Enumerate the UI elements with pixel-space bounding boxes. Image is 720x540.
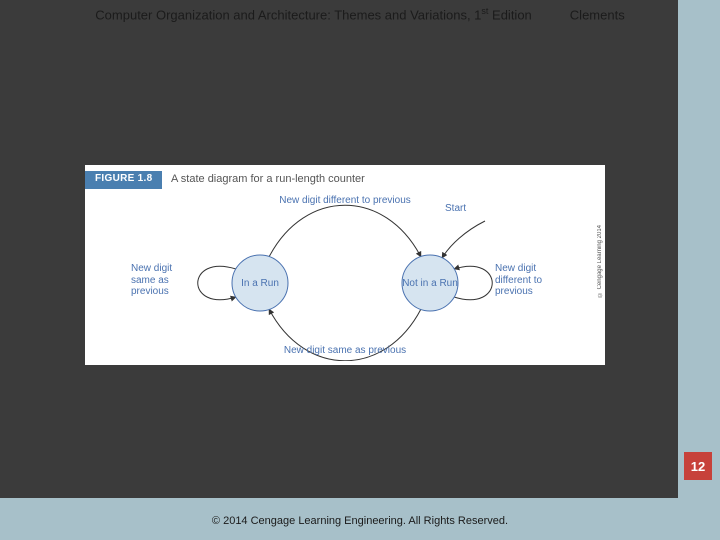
state-not-run-label: Not in a Run — [402, 278, 458, 289]
label-right-loop: New digitdifferent toprevious — [495, 263, 565, 298]
label-top-arc: New digit different to previous — [255, 195, 435, 207]
figure-tab: FIGURE 1.8 — [85, 171, 162, 189]
edge-left-loop — [198, 266, 236, 299]
edge-top-arc — [269, 205, 421, 257]
label-left-loop: New digitsame asprevious — [131, 263, 195, 298]
state-in-run-label: In a Run — [241, 278, 279, 289]
state-diagram: In a Run Not in a Run Start New digit di… — [85, 193, 605, 361]
slide: Computer Organization and Architecture: … — [0, 0, 720, 540]
figure-caption: A state diagram for a run-length counter — [171, 173, 365, 185]
page-number-badge: 12 — [684, 452, 712, 480]
figure-panel: FIGURE 1.8 A state diagram for a run-len… — [85, 165, 605, 365]
header-title-after: Edition — [488, 7, 531, 22]
edge-start — [442, 221, 485, 258]
page-number: 12 — [691, 459, 705, 474]
slide-header: Computer Organization and Architecture: … — [0, 6, 720, 22]
header-author: Clements — [570, 7, 625, 22]
edge-right-loop — [454, 266, 492, 299]
label-start: Start — [445, 203, 505, 215]
header-title-left: Computer Organization and Architecture: … — [95, 7, 481, 22]
label-bottom-arc: New digit same as previous — [255, 345, 435, 357]
copyright-line: © 2014 Cengage Learning Engineering. All… — [0, 515, 720, 527]
